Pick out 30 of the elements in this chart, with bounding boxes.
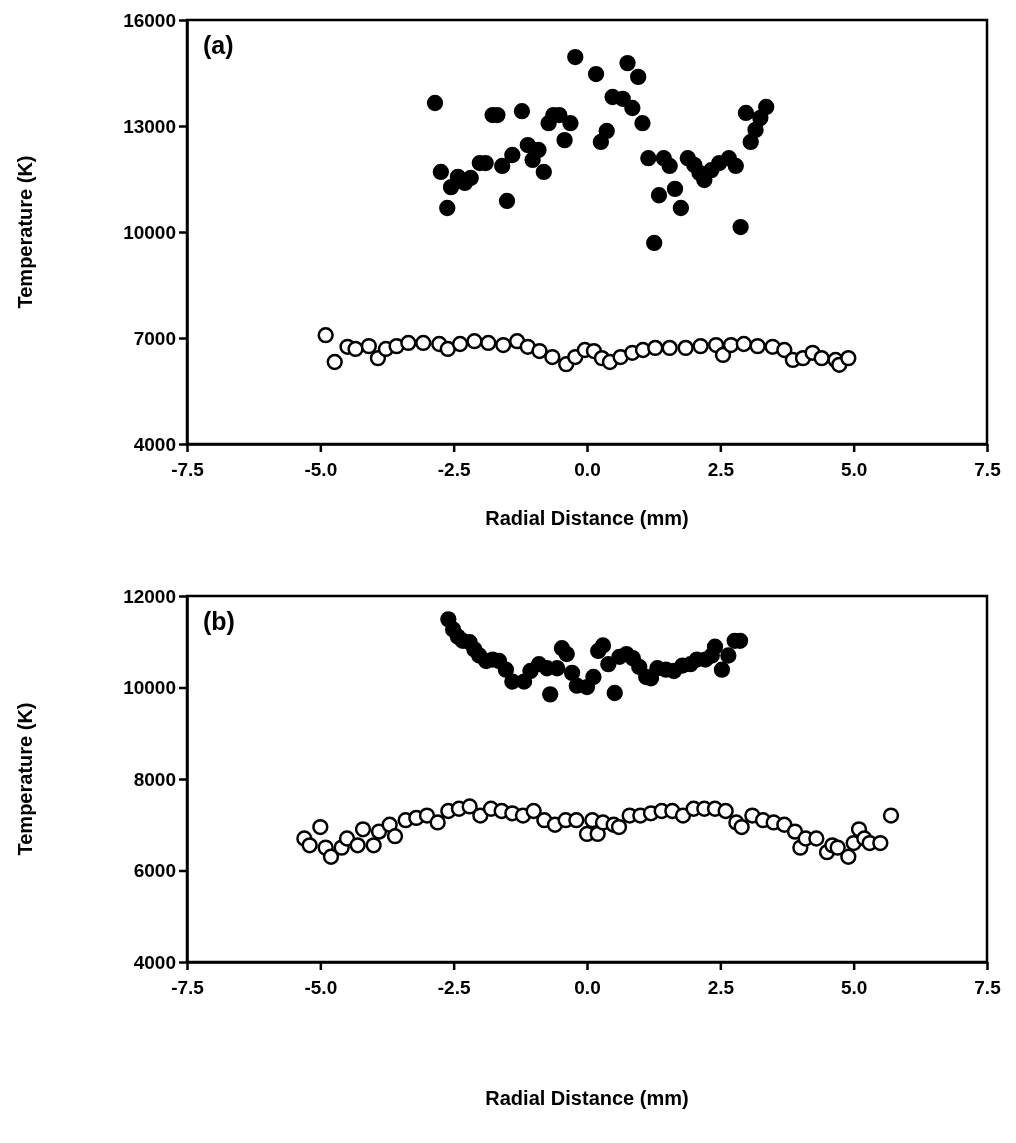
x-tick-label: 7.5 <box>974 458 1002 480</box>
x-tick-label: -5.0 <box>304 458 338 480</box>
y-tick-label: 13000 <box>123 115 176 137</box>
x-tick-label: 0.0 <box>574 976 601 998</box>
x-tick-label: -5.0 <box>304 976 338 998</box>
y-tick-label: 8000 <box>133 768 176 790</box>
x-tick-label: 0.0 <box>574 458 601 480</box>
y-tick-label: 4000 <box>133 433 176 455</box>
y-tick-label: 10000 <box>123 677 176 699</box>
x-axis-title: Radial Distance (mm) <box>485 1087 689 1109</box>
x-tick-label: 5.0 <box>840 458 868 480</box>
y-tick-label: 4000 <box>133 951 176 973</box>
y-tick-label: 7000 <box>133 327 176 349</box>
y-axis-title: Temperature (K) <box>14 155 36 309</box>
y-tick-label: 6000 <box>133 860 176 882</box>
annotation: (b) <box>203 607 235 635</box>
x-axis-title: Radial Distance (mm) <box>485 507 689 529</box>
x-tick-label: -2.5 <box>437 976 471 998</box>
y-tick-label: 12000 <box>123 585 176 607</box>
y-tick-label: 10000 <box>123 221 176 243</box>
annotation: (a) <box>203 31 234 59</box>
x-tick-label: 2.5 <box>707 976 735 998</box>
y-axis-title: Temperature (K) <box>14 702 36 856</box>
x-tick-label: 5.0 <box>840 976 868 998</box>
x-tick-label: -2.5 <box>437 458 471 480</box>
x-tick-label: 7.5 <box>974 976 1002 998</box>
x-tick-label: 2.5 <box>707 458 735 480</box>
x-tick-label: -7.5 <box>171 976 205 998</box>
y-tick-label: 16000 <box>123 9 176 31</box>
x-tick-label: -7.5 <box>171 458 205 480</box>
